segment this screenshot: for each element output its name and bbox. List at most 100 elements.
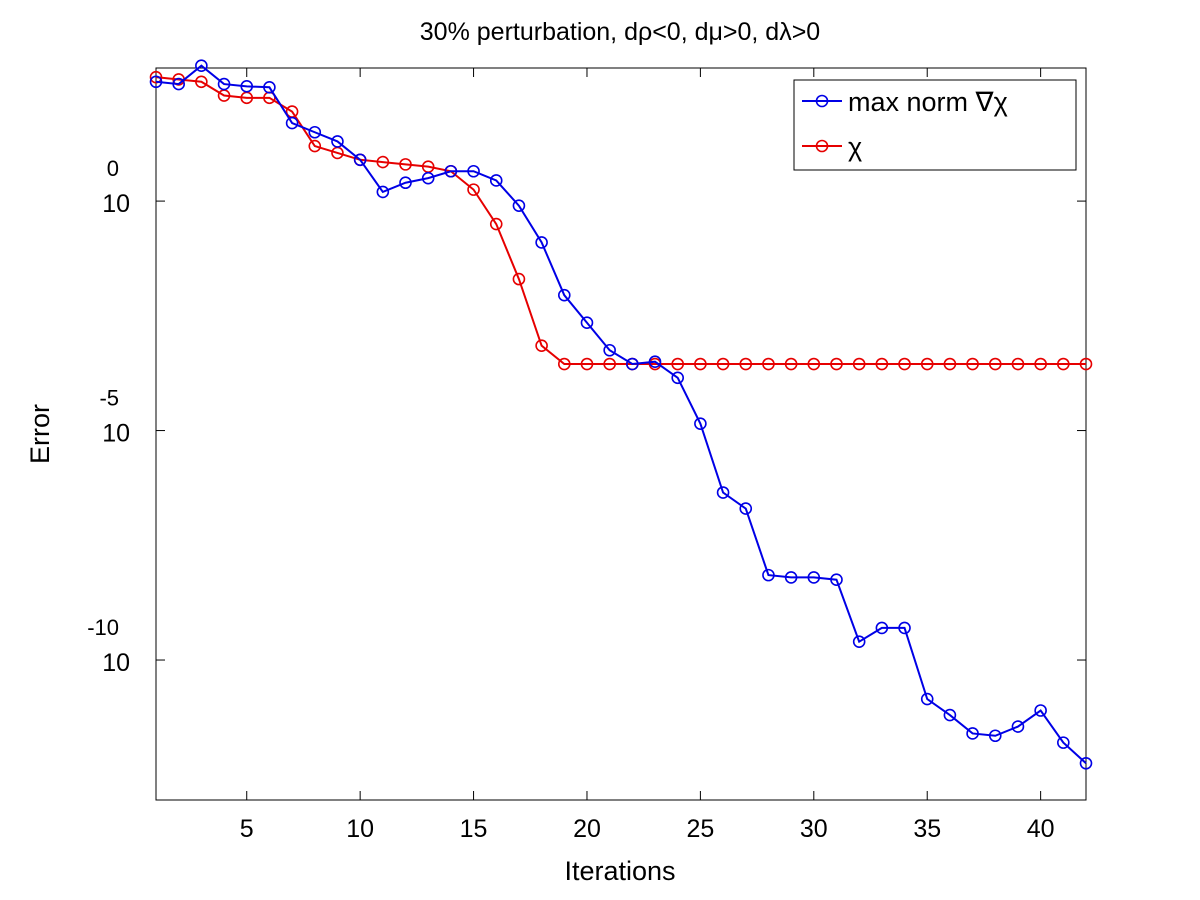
y-tick-base: 10 <box>102 649 130 677</box>
data-point <box>626 357 639 371</box>
x-tick-label: 5 <box>240 815 254 843</box>
data-point <box>376 155 390 169</box>
data-point <box>648 355 662 369</box>
data-point <box>467 183 480 196</box>
data-point <box>671 371 685 385</box>
y-tick-base: 10 <box>102 420 130 448</box>
chart-title: 30% perturbation, dρ<0, dμ>0, dλ>0 <box>420 18 820 46</box>
data-point <box>762 568 775 582</box>
data-point <box>444 164 458 178</box>
data-point <box>966 357 979 371</box>
data-point <box>784 357 798 371</box>
legend: max norm ∇χ χ <box>793 79 1077 171</box>
data-point <box>988 357 1002 371</box>
data-point <box>1034 357 1047 371</box>
data-point <box>489 174 503 187</box>
data-point <box>716 486 730 499</box>
data-point <box>580 316 594 330</box>
y-axis-label: Error <box>25 404 55 464</box>
series-0 <box>149 59 1093 770</box>
data-point <box>671 357 685 371</box>
data-point <box>716 357 730 371</box>
y-axis: 10 0 10 -5 10 -10 <box>87 156 1086 677</box>
y-tick-base: 10 <box>102 190 130 218</box>
data-point <box>263 80 276 94</box>
data-point <box>875 621 889 635</box>
series-line <box>155 76 1086 366</box>
data-point <box>807 357 821 371</box>
data-point <box>1079 756 1093 770</box>
y-tick-exponent: -10 <box>87 615 119 640</box>
data-point <box>943 357 957 371</box>
x-tick-label: 40 <box>1027 815 1055 843</box>
data-point <box>421 171 435 185</box>
data-point <box>376 185 390 199</box>
x-tick-label: 35 <box>913 815 941 843</box>
legend-label: χ <box>848 132 862 162</box>
data-point <box>807 571 821 584</box>
data-point <box>512 272 526 286</box>
series-line <box>155 64 1087 765</box>
data-point <box>830 573 843 587</box>
data-point <box>852 357 866 371</box>
y-tick-exponent: -5 <box>99 386 119 411</box>
data-point <box>830 357 843 371</box>
data-point <box>308 139 322 153</box>
data-point <box>467 164 480 178</box>
x-axis: 5 10 15 20 25 30 35 40 <box>240 68 1055 843</box>
data-point <box>353 153 367 167</box>
data-point <box>875 357 889 371</box>
data-point <box>535 339 548 352</box>
data-point <box>240 80 254 93</box>
data-point <box>331 135 344 148</box>
data-point <box>966 727 979 740</box>
legend-label: max norm ∇χ <box>848 87 1008 117</box>
data-point <box>603 357 616 371</box>
data-point <box>557 357 571 371</box>
data-point <box>739 502 753 515</box>
data-point <box>1079 357 1093 371</box>
data-point <box>149 75 163 89</box>
series-1 <box>149 70 1093 371</box>
data-point <box>217 77 231 91</box>
data-point <box>762 357 775 371</box>
data-point <box>285 116 299 130</box>
legend-marker <box>815 139 829 153</box>
data-point <box>694 357 707 371</box>
x-tick-label: 20 <box>573 815 601 843</box>
data-point <box>1011 720 1025 733</box>
data-point <box>1057 357 1070 371</box>
data-point <box>195 59 208 73</box>
plot-area <box>155 67 1087 801</box>
data-point <box>557 288 571 302</box>
data-point <box>603 343 616 357</box>
data-point <box>308 125 322 139</box>
data-point <box>489 217 503 231</box>
data-point <box>784 571 798 584</box>
x-tick-label: 10 <box>346 815 374 843</box>
data-point <box>898 621 911 635</box>
data-point <box>898 357 911 371</box>
legend-box <box>793 79 1077 171</box>
data-point <box>172 77 185 91</box>
data-point <box>580 357 594 371</box>
data-point <box>943 708 957 722</box>
x-tick-label: 15 <box>460 815 488 843</box>
data-point <box>512 199 526 212</box>
data-point <box>1011 357 1025 371</box>
data-point <box>1034 704 1047 717</box>
data-point <box>988 729 1002 743</box>
data-point <box>195 75 208 89</box>
x-tick-label: 25 <box>686 815 714 843</box>
data-point <box>399 176 412 190</box>
data-point <box>852 635 866 648</box>
data-point <box>1057 736 1070 749</box>
x-tick-label: 30 <box>800 815 828 843</box>
data-point <box>535 236 548 249</box>
series-layer <box>149 59 1093 770</box>
data-point <box>694 417 707 430</box>
legend-marker <box>815 94 829 108</box>
y-tick-exponent: 0 <box>107 156 119 181</box>
data-point <box>920 357 934 371</box>
